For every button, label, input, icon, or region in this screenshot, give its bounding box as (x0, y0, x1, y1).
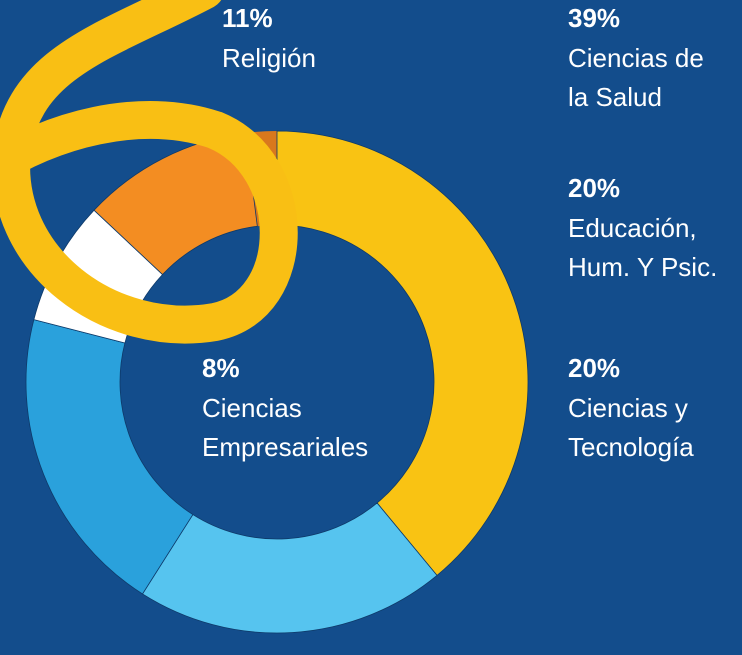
category-label: la Salud (568, 82, 662, 112)
category-label: Religión (222, 43, 316, 73)
category-label: Empresariales (202, 432, 368, 462)
category-label: Tecnología (568, 432, 694, 462)
value-label: 39% (568, 3, 620, 33)
value-label: 11% (222, 3, 273, 33)
category-label: Ciencias y (568, 393, 688, 423)
category-label: Ciencias (202, 393, 302, 423)
value-label: 8% (202, 353, 240, 383)
chart: 39% Ciencias de la Salud 20% Ciencias y Tecno… (0, 0, 742, 655)
category-label: Hum. Y Psic. (568, 252, 717, 282)
category-label: Ciencias de (568, 43, 704, 73)
category-label: Educación, (568, 213, 697, 243)
value-label: 20% (568, 173, 620, 203)
value-label: 20% (568, 353, 620, 383)
